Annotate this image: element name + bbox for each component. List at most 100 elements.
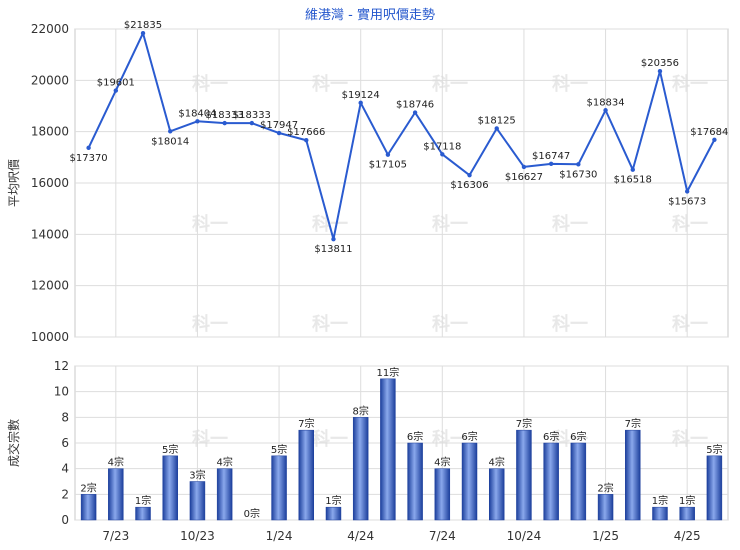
line-y-tick-label: 10000 (31, 330, 69, 344)
bar-y-tick-label: 8 (61, 410, 69, 424)
watermark: 科一 (432, 73, 468, 95)
bar-y-tick-label: 6 (61, 436, 69, 450)
transactions-data-label: 6宗 (570, 430, 586, 443)
price-data-label: $16518 (614, 175, 652, 186)
transactions-bar (189, 481, 206, 521)
transactions-data-label: 1宗 (679, 494, 695, 507)
transactions-data-label: 11宗 (377, 366, 400, 379)
price-data-label: $18404 (178, 108, 216, 119)
bar-y-tick-label: 4 (61, 462, 69, 476)
transactions-data-label: 1宗 (652, 494, 668, 507)
transactions-data-label: 4宗 (216, 456, 232, 469)
bar-chart: 科一 科一 科一 科一 科一0246810122宗4宗1宗5宗3宗4宗0宗5宗7宗1宗8… (54, 359, 729, 543)
x-tick-label: 4/25 (674, 529, 701, 543)
transactions-data-label: 4宗 (489, 456, 505, 469)
price-data-label: $18014 (151, 136, 189, 147)
transactions-bar (216, 468, 233, 521)
watermark: 科一 (552, 73, 588, 95)
chart-title: 維港灣 - 實用呎價走勢 (305, 7, 435, 23)
price-data-label: $18834 (586, 97, 624, 108)
transactions-bar (380, 378, 396, 521)
transactions-data-label: 4宗 (434, 456, 450, 469)
price-data-label: $18746 (396, 100, 434, 111)
price-point (657, 68, 663, 74)
transactions-data-label: 2宗 (597, 481, 613, 494)
transactions-data-label: 6宗 (543, 430, 559, 443)
line-y-tick-label: 22000 (31, 22, 69, 36)
price-data-label: $17947 (260, 120, 298, 131)
price-data-label: $16306 (450, 180, 488, 191)
watermark: 科一 (672, 428, 708, 450)
transactions-bar (298, 429, 315, 521)
line-y-tick-label: 12000 (31, 279, 69, 293)
price-data-label: $19601 (97, 78, 135, 89)
price-point (712, 137, 717, 142)
x-tick-label: 10/23 (180, 529, 215, 543)
watermark: 科一 (432, 313, 468, 335)
watermark: 科一 (312, 313, 348, 335)
transactions-data-label: 4宗 (108, 456, 124, 469)
transactions-data-label: 7宗 (298, 417, 314, 430)
price-point (576, 162, 581, 167)
line-y-tick-label: 20000 (31, 73, 69, 87)
watermark: 科一 (432, 213, 468, 235)
price-data-label: $18333 (206, 110, 244, 121)
price-data-label: $13811 (314, 244, 352, 255)
transactions-bar (625, 429, 641, 521)
price-data-label: $17370 (70, 153, 108, 164)
price-point (113, 88, 119, 93)
transactions-data-label: 8宗 (353, 404, 369, 417)
price-point (249, 120, 255, 126)
transactions-bar (706, 455, 723, 521)
x-tick-label: 1/24 (266, 529, 293, 543)
price-series-line (87, 32, 716, 241)
transactions-data-label: 1宗 (325, 494, 341, 507)
price-point (684, 189, 690, 194)
watermark: 科一 (192, 313, 228, 335)
price-data-label: $17684 (690, 127, 728, 138)
line-y-axis-title: 平均呎價 (7, 159, 21, 207)
bar-y-tick-label: 12 (54, 359, 69, 373)
price-point (331, 236, 336, 242)
transactions-bar (461, 442, 478, 521)
transactions-bar (597, 494, 614, 521)
transactions-bar (407, 442, 423, 521)
price-data-label: $15673 (668, 196, 706, 207)
price-point (467, 172, 472, 178)
watermark: 科一 (432, 428, 468, 450)
price-point (222, 120, 227, 126)
x-tick-label: 7/24 (429, 529, 456, 543)
line-y-tick-label: 14000 (31, 227, 69, 241)
bar-y-tick-label: 0 (61, 513, 69, 527)
price-data-label: $21835 (124, 20, 162, 31)
line-y-tick-label: 16000 (31, 176, 69, 190)
price-point (140, 31, 146, 36)
bar-y-tick-label: 10 (54, 385, 69, 399)
transactions-bar (80, 494, 97, 521)
price-point (385, 152, 391, 157)
transactions-data-label: 3宗 (189, 469, 205, 482)
transactions-bar (434, 468, 451, 521)
price-data-label: $18125 (478, 115, 516, 126)
watermark: 科一 (672, 73, 708, 95)
price-point (86, 145, 91, 151)
price-point (440, 152, 445, 157)
price-point (521, 164, 527, 170)
transactions-bar (135, 506, 151, 521)
x-tick-label: 10/24 (507, 529, 542, 543)
price-point (494, 126, 499, 131)
transactions-bar (162, 455, 178, 521)
watermark: 科一 (192, 428, 228, 450)
line-y-tick-label: 18000 (31, 125, 69, 139)
price-data-label: $16730 (559, 169, 597, 180)
price-point (548, 161, 554, 167)
price-data-label: $16747 (532, 151, 570, 162)
transactions-bar (488, 468, 505, 521)
watermark: 科一 (192, 73, 228, 95)
watermark: 科一 (552, 313, 588, 335)
watermark: 科一 (672, 213, 708, 235)
bar-y-axis-title: 成交宗數 (6, 419, 21, 467)
watermark: 科一 (672, 313, 708, 335)
transactions-bar (271, 455, 287, 521)
